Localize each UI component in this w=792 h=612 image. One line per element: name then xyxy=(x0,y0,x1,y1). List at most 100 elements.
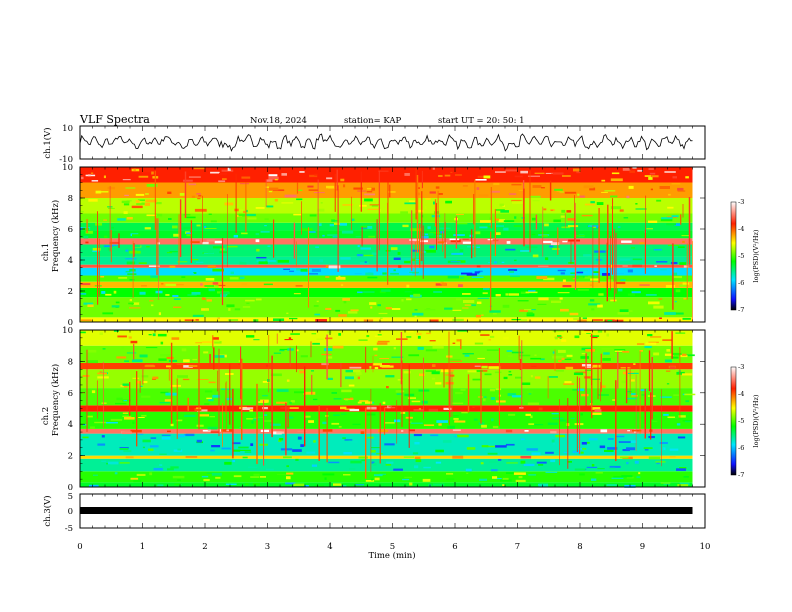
spectral-speckle xyxy=(577,319,587,323)
ch1-waveform-trace xyxy=(79,133,693,152)
y-tick-label: 0 xyxy=(68,318,73,328)
spectral-speckle xyxy=(264,218,269,220)
spectral-speckle xyxy=(311,464,318,467)
spectral-speckle xyxy=(419,373,425,377)
spectral-speckle xyxy=(327,377,333,380)
spectral-speckle xyxy=(300,444,304,447)
spectral-speckle xyxy=(294,391,305,394)
spectral-speckle xyxy=(245,209,248,213)
spectral-speckle xyxy=(580,451,584,454)
spectral-speckle xyxy=(177,434,185,438)
spectral-speckle xyxy=(335,309,341,312)
spectral-speckle xyxy=(322,421,328,425)
spectral-speckle xyxy=(552,351,555,354)
spectral-speckle xyxy=(622,351,630,353)
spectral-speckle xyxy=(177,261,188,263)
spectral-speckle xyxy=(311,268,321,272)
spectral-speckle xyxy=(592,226,597,228)
spectral-speckle xyxy=(170,423,174,427)
spectral-speckle xyxy=(208,381,216,384)
spectral-speckle xyxy=(584,330,592,332)
spectral-speckle xyxy=(561,209,566,213)
spectral-speckle xyxy=(679,284,688,287)
ch3-xticks xyxy=(79,494,706,528)
spectral-speckle xyxy=(676,371,685,375)
spectral-speckle xyxy=(363,319,374,322)
spectral-speckle xyxy=(191,195,196,198)
spectral-speckle xyxy=(462,353,474,355)
ch1-ytick-bottom: -10 xyxy=(59,155,73,165)
spectral-speckle xyxy=(454,435,458,438)
spectral-speckle xyxy=(500,479,512,482)
spectral-speckle xyxy=(650,188,653,191)
spectral-speckle xyxy=(452,309,462,311)
spectral-speckle xyxy=(152,333,156,337)
spectral-speckle xyxy=(508,370,512,373)
spectral-speckle xyxy=(418,251,424,254)
ch1-waveform-panel: 10 -10 ch.1(V) xyxy=(42,124,706,165)
spectral-speckle xyxy=(367,436,374,439)
spectral-speckle xyxy=(528,290,536,293)
spectral-speckle xyxy=(82,436,89,439)
spectral-speckle xyxy=(132,377,140,379)
spectral-speckle xyxy=(419,240,428,243)
spectral-speckle xyxy=(456,339,461,342)
spectral-speckle xyxy=(433,291,442,293)
spectral-speckle xyxy=(412,312,424,316)
spectral-speckle xyxy=(416,332,422,335)
spectral-speckle xyxy=(286,379,290,382)
spectral-speckle xyxy=(220,291,230,295)
spectral-speckle xyxy=(190,241,200,243)
spectral-speckle xyxy=(681,233,689,236)
spectral-speckle xyxy=(242,306,251,308)
ch1-frequency-ylabel: Frequency (kHz) xyxy=(50,200,61,272)
spectral-speckle xyxy=(136,473,146,476)
spectral-speckle xyxy=(347,311,358,314)
ch1-spectrogram-image xyxy=(80,167,693,323)
spectral-speckle xyxy=(409,429,415,432)
spectral-speckle xyxy=(240,276,245,279)
spectral-speckle xyxy=(580,356,589,359)
spectral-speckle xyxy=(320,202,323,204)
spectral-speckle xyxy=(648,168,654,170)
spectral-speckle xyxy=(525,413,531,416)
spectral-speckle xyxy=(167,430,171,433)
spectral-speckle xyxy=(103,175,106,179)
spectral-speckle xyxy=(673,394,679,396)
ch1-colorbar xyxy=(730,201,737,311)
spectral-speckle xyxy=(473,418,478,421)
spectral-speckle xyxy=(635,203,638,205)
spectral-speckle xyxy=(577,269,588,272)
spectral-speckle xyxy=(206,472,215,474)
spectral-speckle xyxy=(550,431,557,434)
spectral-speckle xyxy=(371,447,381,449)
spectral-speckle xyxy=(586,441,590,444)
spectral-speckle xyxy=(393,468,403,471)
spectral-speckle xyxy=(554,188,563,191)
spectral-speckle xyxy=(409,271,419,273)
spectral-speckle xyxy=(116,397,123,401)
spectral-speckle xyxy=(414,456,421,459)
spectral-speckle xyxy=(122,415,132,417)
spectral-speckle xyxy=(164,399,173,402)
spectral-speckle xyxy=(350,205,359,209)
spectral-speckle xyxy=(495,445,507,448)
spectral-speckle xyxy=(322,234,325,237)
spectral-speckle xyxy=(645,342,657,345)
spectral-speckle xyxy=(586,466,598,469)
spectral-speckle xyxy=(621,475,633,478)
spectral-speckle xyxy=(239,261,247,265)
spectral-speckle xyxy=(378,312,388,315)
frequency-band xyxy=(80,213,693,223)
spectral-speckle xyxy=(452,429,461,431)
spectral-speckle xyxy=(562,175,571,177)
spectral-speckle xyxy=(643,246,653,249)
spectral-speckle xyxy=(489,310,501,313)
spectral-speckle xyxy=(252,418,260,421)
spectral-speckle xyxy=(655,461,666,463)
spectral-speckle xyxy=(105,293,112,296)
spectral-speckle xyxy=(505,169,518,172)
spectral-speckle xyxy=(549,245,554,248)
spectral-speckle xyxy=(313,192,325,194)
